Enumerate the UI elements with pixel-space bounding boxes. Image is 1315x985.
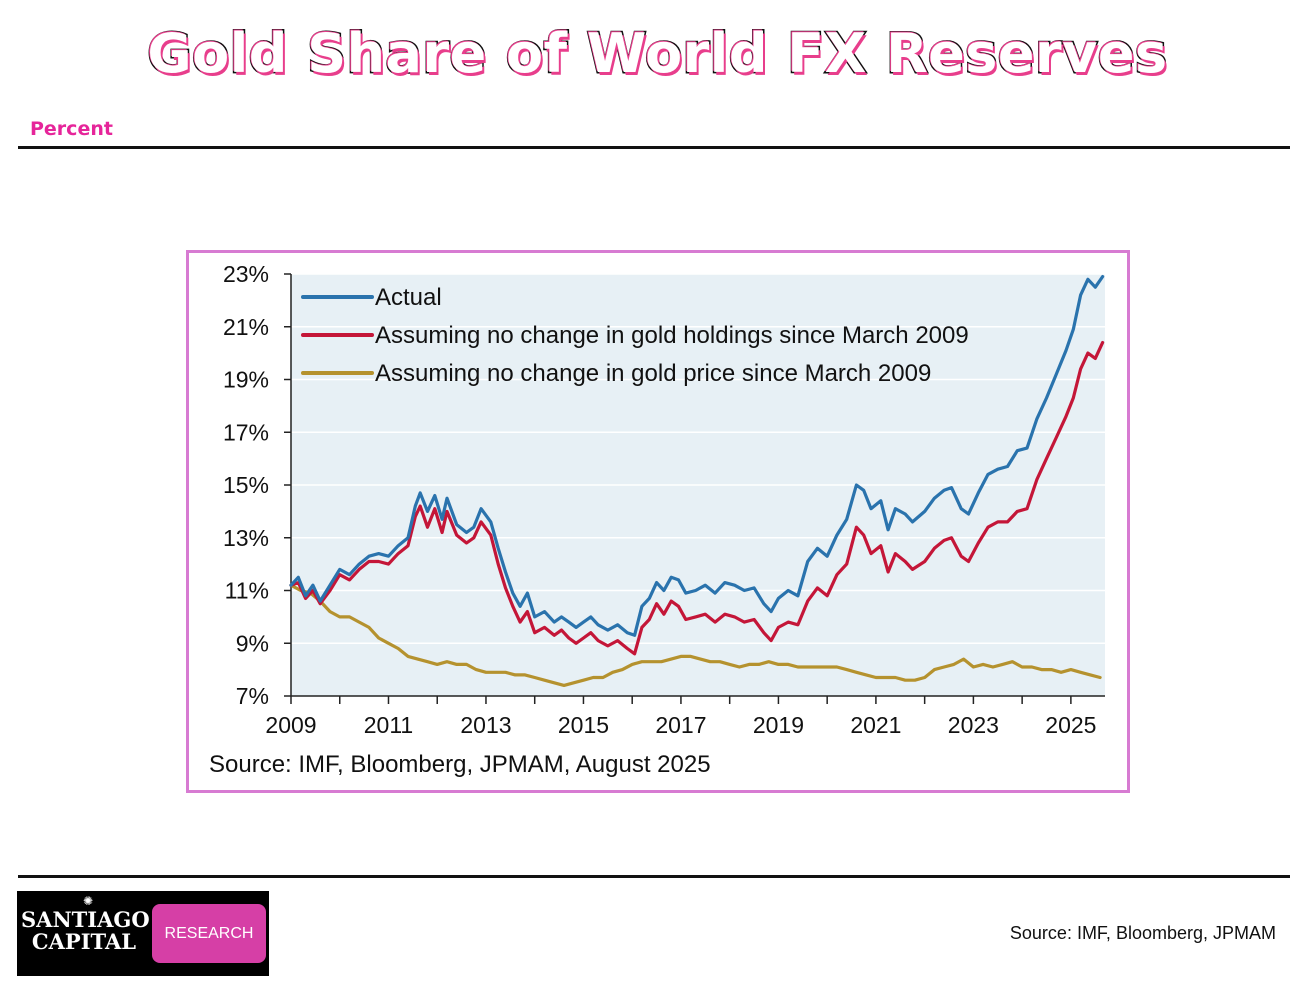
y-tick-label: 17% [223,419,269,445]
unit-label: Percent [30,118,113,140]
legend-label: Assuming no change in gold price since M… [375,360,931,387]
axis-layer: 7% 9% 11% 13% 15% 17% 19% 21% 23% 2009 2011 2013 201… [223,261,1105,738]
x-tick-label: 2009 [265,712,316,738]
series-no-change-price-line [289,583,1102,687]
sun-icon: ✺ [82,894,94,908]
series-layer [289,275,1105,687]
santiago-capital-logo: ✺ SANTIAGO CAPITAL RESEARCH [17,891,269,976]
research-badge: RESEARCH [152,904,266,963]
x-tick-label: 2019 [753,712,804,738]
logo-name-line2: CAPITAL [31,929,137,954]
bottom-divider [18,875,1290,878]
y-tick-label: 11% [225,578,269,604]
y-tick-label: 23% [223,261,269,287]
legend-item-no-change-holdings: Assuming no change in gold holdings sinc… [301,322,969,349]
logo-wordmark: SANTIAGO CAPITAL [21,907,150,954]
x-tick-label: 2015 [558,712,609,738]
x-tick-label: 2025 [1045,712,1096,738]
legend: Actual Assuming no change in gold holding… [301,284,969,387]
y-tick-label: 19% [223,367,269,393]
y-tick-label: 7% [236,683,269,709]
chart-source-note: Source: IMF, Bloomberg, JPMAM, August 20… [209,751,711,778]
legend-item-actual: Actual [301,284,442,311]
page-title: Gold Share of World FX Reserves [146,21,1169,87]
y-tick-label: 15% [223,472,269,498]
legend-label: Assuming no change in gold holdings sinc… [375,322,969,349]
logo-name-line1: SANTIAGO [21,907,150,932]
legend-label: Actual [375,284,442,311]
x-tick-label: 2023 [948,712,999,738]
x-tick-label: 2017 [655,712,706,738]
series-no-change-holdings-line [289,341,1105,656]
x-tick-label: 2011 [364,712,413,738]
chart-frame: 7% 9% 11% 13% 15% 17% 19% 21% 23% 2009 2011 2013 201… [186,250,1130,793]
x-tick-label: 2021 [850,712,901,738]
footer-source: Source: IMF, Bloomberg, JPMAM [1009,923,1276,943]
series-actual-line [289,275,1105,637]
legend-item-no-change-price: Assuming no change in gold price since M… [301,360,931,387]
y-tick-label: 13% [223,525,269,551]
y-tick-label: 9% [236,630,269,656]
top-divider [18,146,1290,149]
gold-share-chart: 7% 9% 11% 13% 15% 17% 19% 21% 23% 2009 2011 2013 201… [209,261,1105,778]
y-tick-label: 21% [223,314,269,340]
x-tick-label: 2013 [460,712,511,738]
